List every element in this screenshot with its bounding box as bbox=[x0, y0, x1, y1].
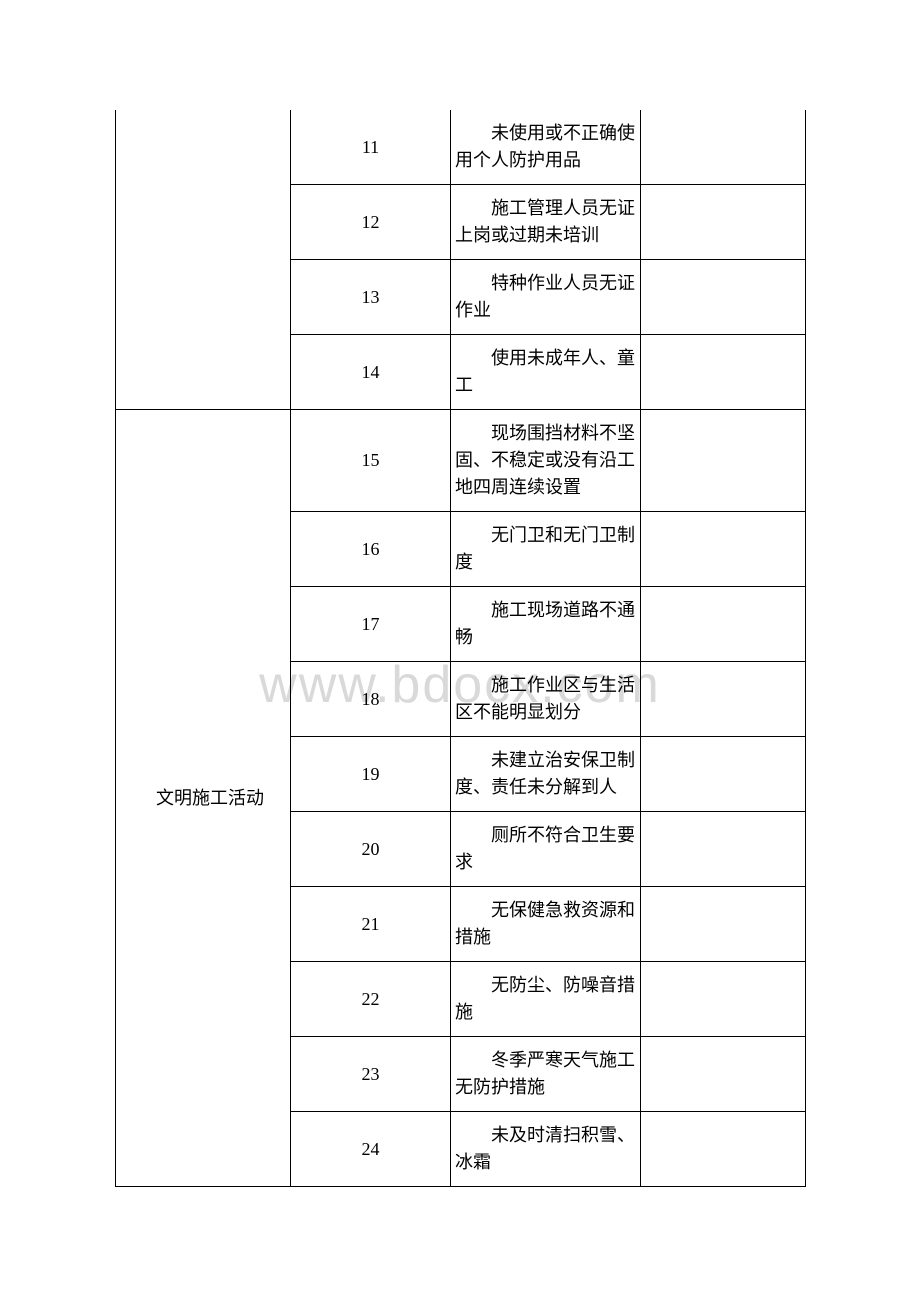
remark-cell bbox=[641, 335, 806, 410]
remark-cell bbox=[641, 662, 806, 737]
number-cell: 22 bbox=[291, 962, 451, 1037]
remark-cell bbox=[641, 1112, 806, 1187]
table-row: 文明施工活动 15 现场围挡材料不坚固、不稳定或没有沿工地四周连续设置 bbox=[116, 410, 806, 512]
description-cell: 施工现场道路不通畅 bbox=[451, 587, 641, 662]
remark-cell bbox=[641, 185, 806, 260]
table-body: 11 未使用或不正确使用个人防护用品 12 施工管理人员无证上岗或过期未培训 1… bbox=[116, 110, 806, 1187]
remark-cell bbox=[641, 812, 806, 887]
number-cell: 24 bbox=[291, 1112, 451, 1187]
remark-cell bbox=[641, 410, 806, 512]
description-cell: 未建立治安保卫制度、责任未分解到人 bbox=[451, 737, 641, 812]
category-cell: 文明施工活动 bbox=[116, 410, 291, 1187]
description-cell: 未使用或不正确使用个人防护用品 bbox=[451, 110, 641, 185]
remark-cell bbox=[641, 512, 806, 587]
number-cell: 19 bbox=[291, 737, 451, 812]
remark-cell bbox=[641, 260, 806, 335]
description-cell: 厕所不符合卫生要求 bbox=[451, 812, 641, 887]
number-cell: 12 bbox=[291, 185, 451, 260]
safety-table: 11 未使用或不正确使用个人防护用品 12 施工管理人员无证上岗或过期未培训 1… bbox=[115, 110, 806, 1187]
table-row: 11 未使用或不正确使用个人防护用品 bbox=[116, 110, 806, 185]
remark-cell bbox=[641, 737, 806, 812]
number-cell: 20 bbox=[291, 812, 451, 887]
page-content: 11 未使用或不正确使用个人防护用品 12 施工管理人员无证上岗或过期未培训 1… bbox=[0, 0, 920, 1187]
remark-cell bbox=[641, 587, 806, 662]
number-cell: 18 bbox=[291, 662, 451, 737]
number-cell: 13 bbox=[291, 260, 451, 335]
remark-cell bbox=[641, 887, 806, 962]
description-cell: 使用未成年人、童工 bbox=[451, 335, 641, 410]
description-cell: 冬季严寒天气施工无防护措施 bbox=[451, 1037, 641, 1112]
description-cell: 特种作业人员无证作业 bbox=[451, 260, 641, 335]
number-cell: 16 bbox=[291, 512, 451, 587]
number-cell: 11 bbox=[291, 110, 451, 185]
description-cell: 无门卫和无门卫制度 bbox=[451, 512, 641, 587]
number-cell: 23 bbox=[291, 1037, 451, 1112]
category-cell bbox=[116, 110, 291, 410]
description-cell: 未及时清扫积雪、冰霜 bbox=[451, 1112, 641, 1187]
remark-cell bbox=[641, 1037, 806, 1112]
number-cell: 21 bbox=[291, 887, 451, 962]
number-cell: 15 bbox=[291, 410, 451, 512]
remark-cell bbox=[641, 110, 806, 185]
description-cell: 现场围挡材料不坚固、不稳定或没有沿工地四周连续设置 bbox=[451, 410, 641, 512]
description-cell: 施工管理人员无证上岗或过期未培训 bbox=[451, 185, 641, 260]
remark-cell bbox=[641, 962, 806, 1037]
number-cell: 14 bbox=[291, 335, 451, 410]
description-cell: 无保健急救资源和措施 bbox=[451, 887, 641, 962]
description-cell: 无防尘、防噪音措施 bbox=[451, 962, 641, 1037]
description-cell: 施工作业区与生活区不能明显划分 bbox=[451, 662, 641, 737]
number-cell: 17 bbox=[291, 587, 451, 662]
